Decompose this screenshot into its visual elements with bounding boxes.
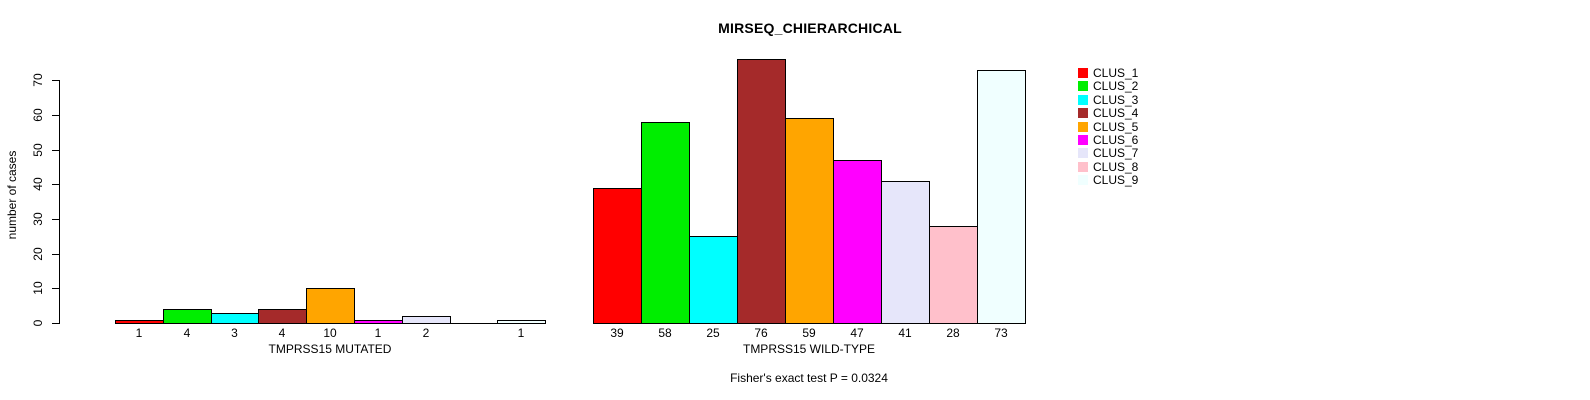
legend-label: CLUS_2 xyxy=(1093,78,1139,93)
legend-row: CLUS_3 xyxy=(1078,93,1138,107)
legend-row: CLUS_4 xyxy=(1078,106,1138,120)
legend-label: CLUS_6 xyxy=(1093,132,1139,147)
bar-value-label: 39 xyxy=(610,326,624,340)
bar-value-label: 76 xyxy=(754,326,768,340)
y-tick-label: 60 xyxy=(31,108,45,122)
legend-swatch-clus_8 xyxy=(1078,162,1088,172)
y-tick-label: 20 xyxy=(31,247,45,261)
y-tick xyxy=(52,288,59,289)
y-tick xyxy=(52,80,59,81)
x-group-label-mutated: TMPRSS15 MUTATED xyxy=(268,342,392,356)
bar-clus_7 xyxy=(881,181,930,324)
bar-value-label: 3 xyxy=(231,326,238,340)
y-tick xyxy=(52,254,59,255)
bar-value-label: 1 xyxy=(517,326,525,340)
y-tick-label: 30 xyxy=(31,212,45,226)
legend-swatch-clus_5 xyxy=(1078,122,1088,132)
legend-swatch-clus_9 xyxy=(1078,175,1088,185)
legend-swatch-clus_4 xyxy=(1078,108,1088,118)
bar-clus_6 xyxy=(354,320,403,324)
bar-value-label: 2 xyxy=(422,326,430,340)
bar-value-label: 28 xyxy=(946,326,960,340)
bar-clus_6 xyxy=(833,160,882,324)
legend-label: CLUS_3 xyxy=(1093,92,1139,107)
legend-row: CLUS_6 xyxy=(1078,133,1138,147)
y-tick-label: 10 xyxy=(31,281,45,295)
y-tick-label: 40 xyxy=(31,177,45,191)
bar-value-label: 25 xyxy=(706,326,720,340)
legend-row: CLUS_9 xyxy=(1078,173,1138,187)
bar-clus_4 xyxy=(258,309,307,324)
bar-value-label: 58 xyxy=(658,326,672,340)
bar-clus_2 xyxy=(163,309,212,324)
bar-clus_3 xyxy=(689,236,738,324)
bar-clus_3 xyxy=(211,313,259,324)
legend-swatch-clus_6 xyxy=(1078,135,1088,145)
bar-clus_1 xyxy=(593,188,642,324)
legend-label: CLUS_9 xyxy=(1093,172,1139,187)
legend-swatch-clus_2 xyxy=(1078,81,1088,91)
legend-swatch-clus_7 xyxy=(1078,148,1088,158)
fisher-test-annotation: Fisher's exact test P = 0.0324 xyxy=(730,371,888,385)
y-tick-label: 0 xyxy=(31,319,45,327)
legend-row: CLUS_5 xyxy=(1078,120,1138,134)
bar-value-label: 47 xyxy=(850,326,864,340)
x-group-label-wildtype: TMPRSS15 WILD-TYPE xyxy=(742,342,876,356)
bar-clus_9 xyxy=(977,70,1026,324)
y-tick xyxy=(52,150,59,151)
legend-label: CLUS_1 xyxy=(1093,65,1139,80)
legend-label: CLUS_8 xyxy=(1093,159,1139,174)
y-axis-line xyxy=(59,80,60,324)
y-tick xyxy=(52,219,59,220)
bar-value-label: 41 xyxy=(898,326,912,340)
legend-label: CLUS_7 xyxy=(1093,145,1139,160)
legend-label: CLUS_4 xyxy=(1093,105,1139,120)
bar-value-label: 4 xyxy=(278,326,286,340)
bar-clus_5 xyxy=(306,288,355,324)
bar-clus_1 xyxy=(115,320,164,324)
y-tick-label: 50 xyxy=(31,143,45,157)
y-tick xyxy=(52,115,59,116)
bar-clus_8 xyxy=(929,226,978,324)
bar-clus_5 xyxy=(785,118,834,324)
bar-clus_2 xyxy=(641,122,690,324)
legend-row: CLUS_7 xyxy=(1078,146,1138,160)
bar-value-label: 4 xyxy=(183,326,191,340)
legend-label: CLUS_5 xyxy=(1093,119,1139,134)
legend-row: CLUS_8 xyxy=(1078,160,1138,174)
bar-clus_9 xyxy=(497,320,546,324)
bar-clus_8-zero xyxy=(450,323,498,324)
bar-value-label: 73 xyxy=(994,326,1008,340)
bar-clus_4 xyxy=(737,59,786,324)
bar-value-label: 1 xyxy=(135,326,143,340)
bar-clus_7 xyxy=(402,316,451,324)
bar-value-label: 10 xyxy=(323,326,337,340)
legend-swatch-clus_3 xyxy=(1078,95,1088,105)
legend-swatch-clus_1 xyxy=(1078,68,1088,78)
y-tick xyxy=(52,323,59,324)
y-axis-title: number of cases xyxy=(5,150,19,240)
chart-title: MIRSEQ_CHIERARCHICAL xyxy=(718,20,902,36)
bar-value-label: 59 xyxy=(802,326,816,340)
y-tick-label: 70 xyxy=(31,73,45,87)
y-tick xyxy=(52,184,59,185)
bar-value-label: 1 xyxy=(374,326,382,340)
legend-row: CLUS_2 xyxy=(1078,79,1138,93)
legend-row: CLUS_1 xyxy=(1078,66,1138,80)
